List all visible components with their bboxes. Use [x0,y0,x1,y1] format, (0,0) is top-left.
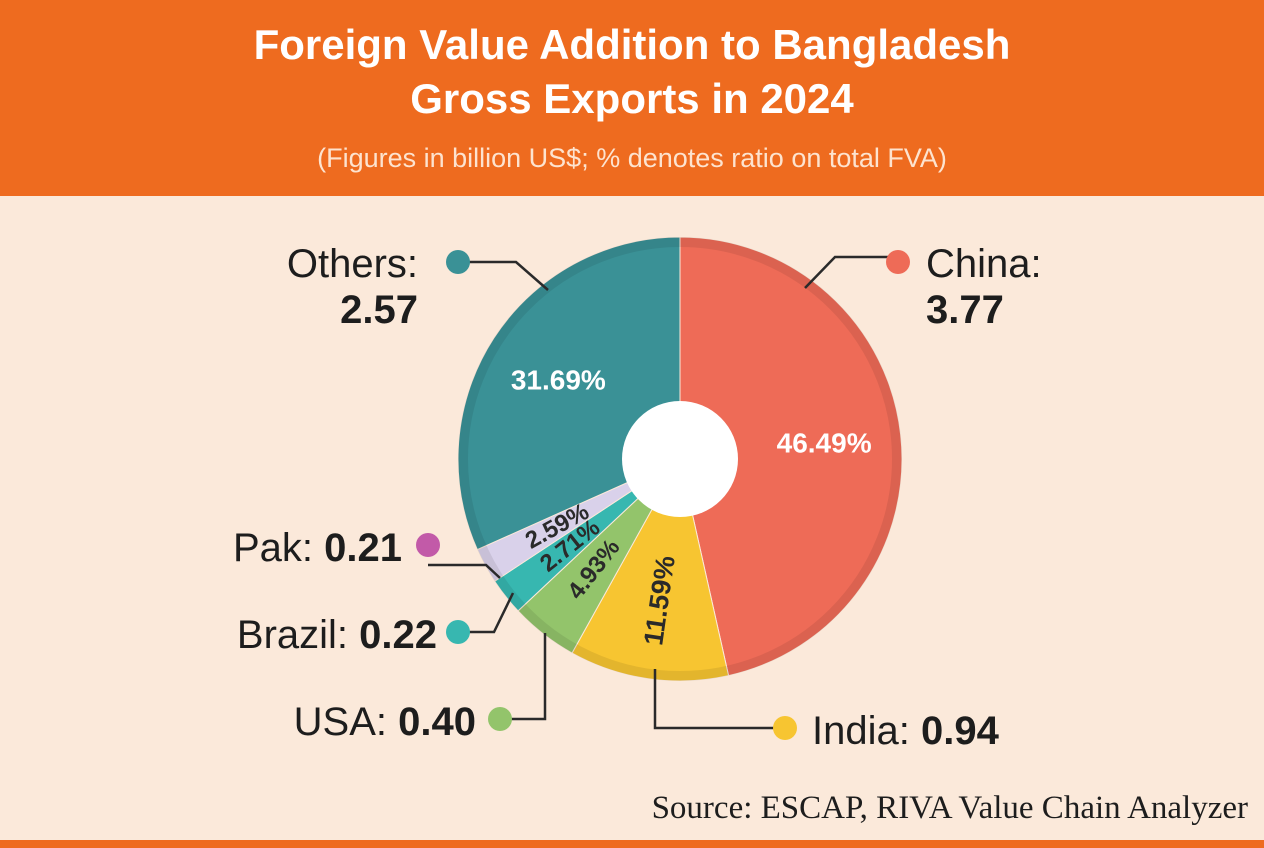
legend-dot-india [773,716,797,740]
bottom-bar [0,840,1264,848]
legend-dot-brazil [446,620,470,644]
callout-name-others: Others: [287,242,418,286]
callout-value-usa: 0.40 [398,700,476,744]
source-note: Source: ESCAP, RIVA Value Chain Analyzer [651,790,1248,826]
header-banner: Foreign Value Addition to Bangladesh Gro… [0,0,1264,196]
chart-subtitle: (Figures in billion US$; % denotes ratio… [317,143,947,173]
donut-hole [622,401,738,517]
leader-line-pak [428,563,501,579]
leader-line-others [466,260,549,291]
leader-line-usa [510,633,547,721]
callout-name-china: China: [926,242,1042,286]
leader-line-india [653,669,775,730]
callout-name-india: India: [812,709,921,753]
legend-dot-others [446,250,470,274]
percent-label-china: 46.49% [777,428,872,459]
callout-value-pak: 0.21 [324,526,402,570]
callout-value-brazil: 0.22 [359,613,437,657]
callout-value-others: 2.57 [340,288,418,332]
callout-name-brazil: Brazil: [237,613,359,657]
callout-name-usa: USA: [294,700,398,744]
slice-china [679,236,903,677]
callout-name-pak: Pak: [233,526,324,570]
callout-india: India: 0.94 [812,709,1000,753]
percent-label-others: 31.69% [511,365,606,396]
callout-usa: USA: 0.40 [294,700,476,744]
chart-title-line-2: Gross Exports in 2024 [410,75,854,122]
legend-dot-pak [416,533,440,557]
leader-line-brazil [466,592,515,634]
callout-value-china: 3.77 [926,288,1004,332]
callout-value-india: 0.94 [921,709,1000,753]
donut-rim [458,237,902,681]
legend-dot-usa [488,707,512,731]
leader-line-china [804,255,888,289]
legend-dot-china [886,250,910,274]
callout-brazil: Brazil: 0.22 [237,613,437,657]
callout-pak: Pak: 0.21 [233,526,402,570]
callout-labels: China:3.77 India: 0.94 USA: 0.40 Brazil: 0.… [233,242,1042,753]
chart-title-line-1: Foreign Value Addition to Bangladesh [253,21,1011,68]
